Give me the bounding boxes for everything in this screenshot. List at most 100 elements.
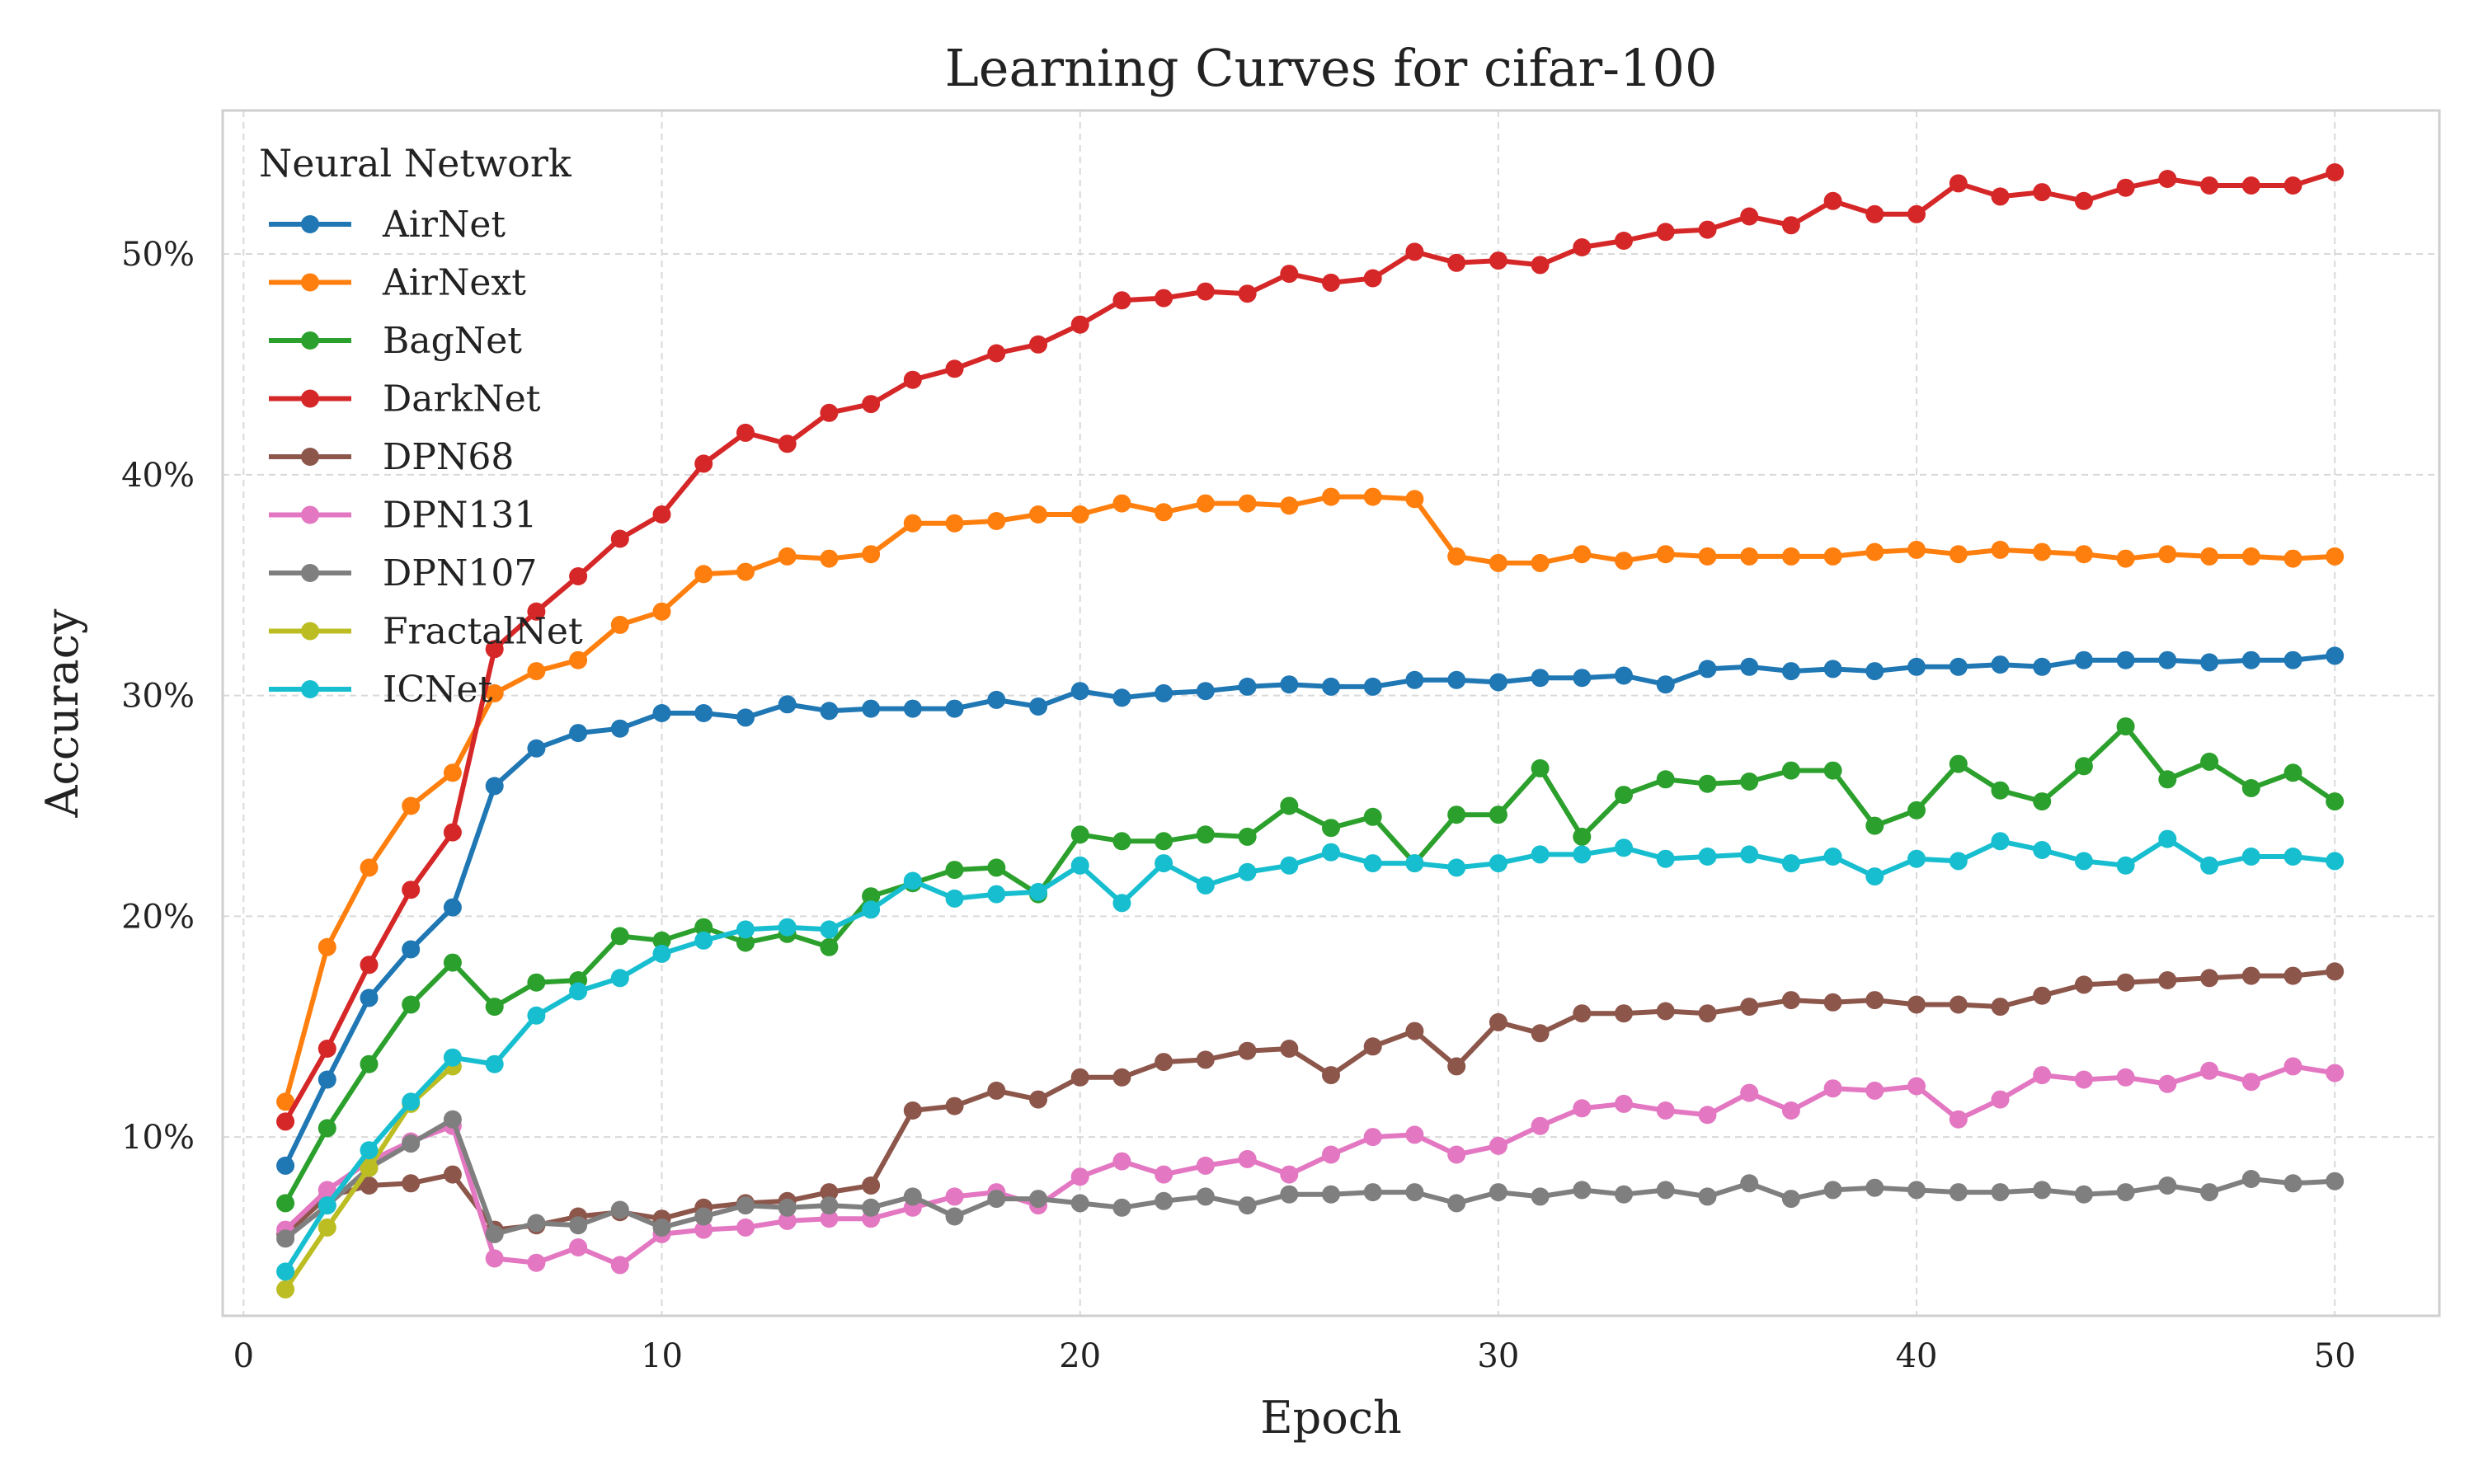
data-point-bagnet [360, 1054, 379, 1073]
data-point-airnext [1489, 553, 1507, 572]
legend-item-dpn107: DPN107 [269, 552, 537, 594]
data-point-icnet [2241, 848, 2260, 866]
data-point-airnet [1363, 677, 1382, 696]
data-point-airnet [652, 704, 671, 722]
data-point-dpn68 [402, 1174, 421, 1193]
data-point-bagnet [2074, 757, 2093, 776]
data-point-dpn107 [1823, 1181, 1842, 1200]
data-point-darknet [820, 403, 839, 422]
data-point-dpn131 [2116, 1068, 2135, 1087]
data-point-airnet [945, 699, 964, 718]
data-point-dpn107 [1363, 1183, 1382, 1202]
data-point-bagnet [402, 995, 421, 1014]
data-point-darknet [1112, 291, 1131, 310]
legend-label: FractalNet [383, 611, 583, 653]
data-point-airnext [317, 937, 336, 956]
data-point-dpn131 [1112, 1152, 1131, 1171]
data-point-darknet [1865, 204, 1884, 223]
data-point-airnet [2241, 650, 2260, 669]
data-point-icnet [652, 944, 671, 963]
data-point-dpn107 [1865, 1178, 1884, 1197]
legend-swatch-marker [301, 389, 319, 408]
data-point-airnext [1615, 552, 1633, 571]
data-point-airnext [862, 545, 881, 564]
y-tick-label: 40% [121, 457, 195, 495]
data-point-dpn68 [1573, 1004, 1592, 1023]
data-point-dpn107 [1991, 1183, 2010, 1202]
data-point-icnet [1405, 854, 1424, 873]
legend-swatch-marker [301, 680, 319, 698]
data-point-dpn107 [2200, 1183, 2219, 1202]
data-point-bagnet [1740, 773, 1759, 791]
data-point-darknet [945, 359, 964, 378]
data-point-icnet [2158, 829, 2177, 848]
data-point-airnext [1531, 553, 1550, 572]
data-point-dpn68 [820, 1183, 839, 1202]
data-point-dpn68 [2033, 986, 2052, 1005]
data-point-darknet [778, 434, 797, 453]
data-point-dpn131 [945, 1187, 964, 1206]
data-point-dpn131 [2326, 1064, 2345, 1082]
data-point-airnext [2116, 549, 2135, 568]
data-point-bagnet [945, 861, 964, 880]
data-point-icnet [1489, 854, 1507, 873]
x-tick-label: 40 [1896, 1337, 1938, 1375]
data-point-dpn68 [1865, 991, 1884, 1010]
data-point-icnet [2284, 848, 2302, 866]
data-point-airnext [1363, 487, 1382, 506]
data-point-airnext [1447, 547, 1466, 566]
data-point-bagnet [1781, 761, 1800, 780]
data-point-dpn131 [820, 1209, 839, 1228]
data-point-darknet [862, 395, 881, 414]
legend-item-bagnet: BagNet [269, 320, 522, 362]
data-point-airnext [652, 602, 671, 621]
data-point-airnet [527, 739, 546, 758]
data-point-airnext [694, 565, 713, 584]
data-point-bagnet [736, 933, 755, 952]
x-tick-label: 20 [1059, 1337, 1101, 1375]
data-point-icnet [443, 1048, 462, 1067]
data-point-dpn107 [402, 1134, 421, 1153]
data-point-icnet [778, 918, 797, 937]
data-point-bagnet [1823, 761, 1842, 780]
x-axis-ticks: 0 10 20 30 40 50 [233, 1337, 2356, 1375]
data-point-darknet [402, 881, 421, 899]
data-point-airnet [2033, 657, 2052, 676]
data-point-airnext [1907, 540, 1926, 559]
data-point-airnext [1740, 547, 1759, 566]
data-point-dpn68 [1447, 1057, 1466, 1076]
legend-swatch-marker [301, 331, 319, 350]
data-point-icnet [485, 1054, 504, 1073]
data-point-bagnet [1865, 816, 1884, 835]
data-point-dpn68 [1155, 1053, 1174, 1072]
data-point-icnet [1865, 867, 1884, 886]
data-point-dpn131 [1280, 1165, 1299, 1184]
plot-frame [221, 109, 2441, 1317]
data-point-dpn68 [1112, 1068, 1131, 1087]
data-point-airnet [987, 690, 1006, 709]
data-point-darknet [1196, 282, 1215, 301]
data-point-airnext [1573, 545, 1592, 564]
data-point-dpn107 [1280, 1185, 1299, 1204]
data-point-airnext [402, 796, 421, 815]
data-point-darknet [1280, 265, 1299, 284]
data-point-dpn68 [1196, 1050, 1215, 1069]
data-point-dpn107 [443, 1110, 462, 1129]
data-point-airnext [987, 512, 1006, 530]
data-point-bagnet [527, 973, 546, 992]
data-point-darknet [1991, 187, 2010, 206]
data-point-bagnet [485, 998, 504, 1017]
data-point-dpn107 [945, 1207, 964, 1226]
data-point-icnet [610, 969, 629, 988]
data-point-darknet [1238, 284, 1257, 303]
data-point-dpn131 [1363, 1128, 1382, 1147]
data-point-darknet [485, 640, 504, 659]
data-point-airnext [1991, 540, 2010, 559]
data-point-darknet [1447, 253, 1466, 272]
data-point-darknet [2074, 191, 2093, 210]
data-point-airnet [317, 1070, 336, 1089]
data-point-dpn68 [360, 1176, 379, 1195]
data-point-dpn131 [1698, 1106, 1717, 1125]
data-point-darknet [1615, 232, 1633, 250]
